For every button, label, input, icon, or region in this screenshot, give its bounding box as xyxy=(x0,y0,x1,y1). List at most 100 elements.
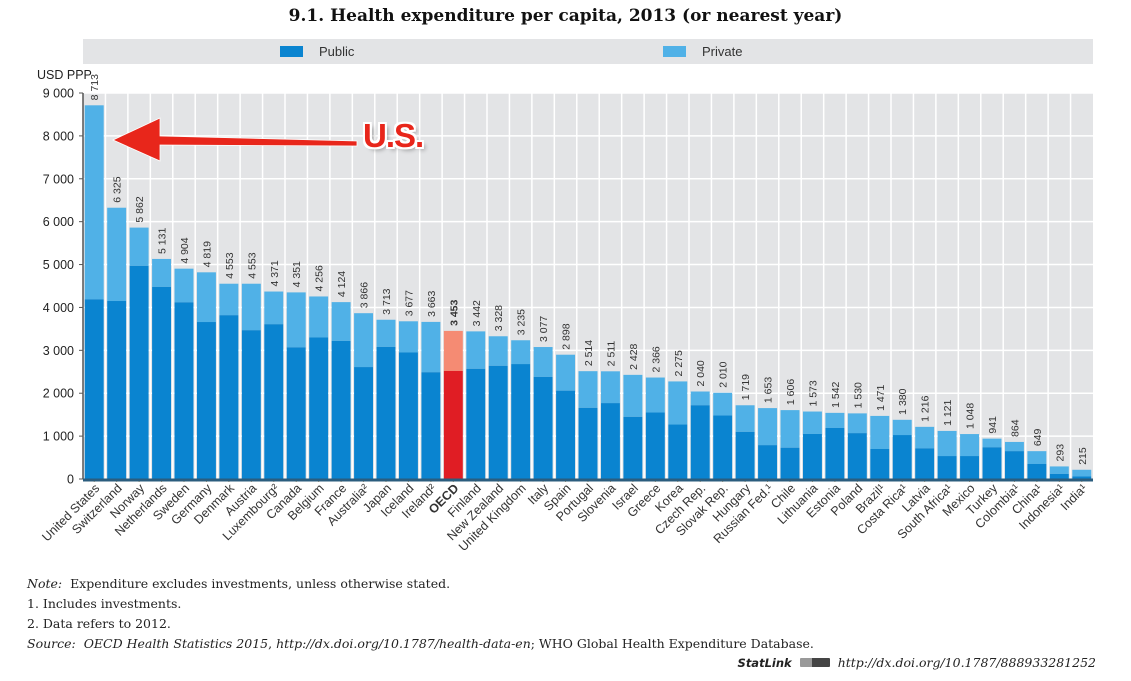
bar-value-label: 1 121 xyxy=(942,399,954,425)
bar-private xyxy=(286,292,306,348)
bar-value-label: 1 573 xyxy=(807,380,819,406)
bar-public xyxy=(758,445,778,479)
bar-value-label: 5 131 xyxy=(157,228,169,254)
bar-public xyxy=(466,368,486,479)
legend-item-private: Private xyxy=(663,39,742,64)
bar-value-label: 2 898 xyxy=(561,323,573,349)
bar-private xyxy=(331,302,351,341)
bar-private xyxy=(1049,466,1069,474)
legend-swatch-public xyxy=(280,46,303,57)
bar-public xyxy=(174,302,194,479)
bar-public xyxy=(600,403,620,479)
bar-private xyxy=(802,411,822,434)
bar-value-label: 941 xyxy=(987,416,999,434)
y-tick-label: 3 000 xyxy=(43,344,74,358)
bar-value-label: 8 713 xyxy=(89,74,101,100)
bar-private xyxy=(533,347,553,377)
bar-public xyxy=(331,340,351,479)
bar-public xyxy=(578,407,598,479)
y-tick-label: 0 xyxy=(67,473,74,487)
bar-public xyxy=(1072,476,1092,479)
bar-private xyxy=(309,296,329,338)
y-tick-label: 4 000 xyxy=(43,301,74,315)
bar-public xyxy=(443,370,463,479)
bar-private xyxy=(443,330,463,371)
bar-private xyxy=(578,371,598,408)
arrow-shape xyxy=(112,117,358,162)
statlink-label: StatLink xyxy=(737,655,792,670)
legend-label-private: Private xyxy=(702,44,743,59)
bar-value-label: 649 xyxy=(1032,428,1044,446)
bar-public xyxy=(937,456,957,479)
bar-value-label: 1 216 xyxy=(920,395,932,421)
bar-private xyxy=(107,207,127,302)
note-label: Note: xyxy=(27,576,63,591)
bar-private xyxy=(511,340,531,365)
bar-public xyxy=(780,447,800,479)
bar-value-label: 1 719 xyxy=(740,374,752,400)
legend: Public Private xyxy=(83,39,1093,64)
bar-value-label: 3 328 xyxy=(493,305,505,331)
bar-public xyxy=(354,367,374,479)
bar-value-label: 1 542 xyxy=(830,381,842,407)
y-axis-label: USD PPP xyxy=(37,68,92,82)
bar-public xyxy=(982,447,1002,479)
bar-private xyxy=(870,415,890,449)
bar-public xyxy=(376,346,396,479)
y-tick-label: 9 000 xyxy=(43,87,74,101)
bar-public xyxy=(1049,473,1069,479)
bar-value-label: 3 235 xyxy=(516,309,528,335)
bar-public xyxy=(286,347,306,479)
bar-private xyxy=(735,405,755,432)
bar-private xyxy=(690,391,710,406)
legend-item-public: Public xyxy=(280,39,354,64)
bar-private xyxy=(713,392,733,416)
bar-public xyxy=(241,330,261,479)
bar-private xyxy=(600,371,620,404)
bar-value-label: 2 010 xyxy=(718,361,730,387)
bar-value-label: 293 xyxy=(1054,444,1066,462)
bar-public xyxy=(196,322,216,479)
legend-swatch-private xyxy=(663,46,686,57)
bar-private xyxy=(398,321,418,353)
bar-value-label: 2 428 xyxy=(628,343,640,369)
bar-value-label: 1 471 xyxy=(875,384,887,410)
bar-public xyxy=(219,315,239,479)
bar-public xyxy=(892,435,912,479)
bar-value-label: 2 366 xyxy=(650,346,662,372)
bar-public xyxy=(870,448,890,479)
y-tick-label: 7 000 xyxy=(43,172,74,186)
bar-private xyxy=(780,410,800,448)
bar-private xyxy=(196,272,216,323)
bar-value-label: 1 653 xyxy=(763,377,775,403)
bar-public xyxy=(825,427,845,479)
bar-value-label: 3 453 xyxy=(448,299,460,325)
footnote-1: 1. Includes investments. xyxy=(27,596,182,611)
footnote-2: 2. Data refers to 2012. xyxy=(27,616,171,631)
bar-value-label: 3 077 xyxy=(538,316,550,342)
source-link[interactable]: http://dx.doi.org/10.1787/health-data-en xyxy=(276,636,531,651)
bar-value-label: 4 351 xyxy=(291,261,303,287)
bar-private xyxy=(915,426,935,449)
y-tick-label: 8 000 xyxy=(43,129,74,143)
bar-value-label: 4 371 xyxy=(269,260,281,286)
bar-private xyxy=(645,377,665,413)
bar-public xyxy=(488,365,508,479)
bar-value-label: 864 xyxy=(1009,419,1021,437)
bar-value-label: 4 553 xyxy=(224,252,236,278)
statlink-url[interactable]: http://dx.doi.org/10.1787/888933281252 xyxy=(837,655,1096,670)
bar-public xyxy=(556,390,576,479)
bar-public xyxy=(713,415,733,479)
legend-label-public: Public xyxy=(319,44,355,59)
bar-private xyxy=(668,381,688,425)
bar-public xyxy=(645,412,665,479)
bar-value-label: 4 124 xyxy=(336,271,348,297)
bar-value-label: 6 325 xyxy=(112,176,124,202)
bar-private xyxy=(847,413,867,434)
bar-private xyxy=(1072,469,1092,477)
bar-private xyxy=(219,283,239,316)
bar-value-label: 3 442 xyxy=(471,300,483,326)
bar-value-label: 1 530 xyxy=(852,382,864,408)
note-line: Note: Expenditure excludes investments, … xyxy=(27,574,814,594)
y-tick-label: 2 000 xyxy=(43,387,74,401)
